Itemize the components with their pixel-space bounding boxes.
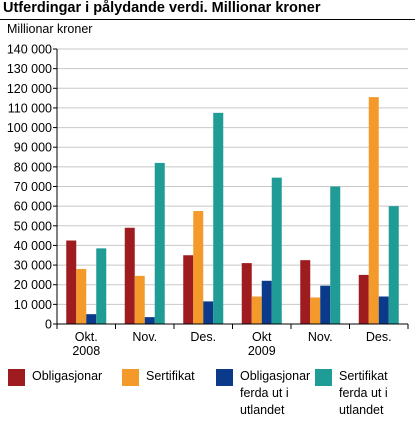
bar-chart: 0 10 000 20 000 30 000 40 000 50 000 60 000 70 … — [7, 43, 409, 358]
bar — [144, 317, 155, 324]
y-tick-label: 80 000 — [14, 160, 52, 174]
y-tick-label: 50 000 — [14, 219, 52, 233]
y-tick-label: 40 000 — [14, 239, 52, 253]
legend-label-line: utlandet — [240, 403, 285, 417]
bar — [378, 296, 389, 324]
x-tick-label: Okt. — [75, 330, 98, 344]
bar — [203, 301, 214, 324]
bar — [251, 296, 262, 324]
legend-swatch — [122, 369, 139, 386]
bar — [124, 227, 135, 324]
bar — [154, 162, 165, 324]
y-tick-label: 140 000 — [7, 43, 52, 57]
y-tick-label: 60 000 — [14, 200, 52, 214]
legend-swatch — [315, 369, 332, 386]
bar — [86, 314, 97, 324]
legend-label-line: Sertifikat — [146, 369, 195, 383]
x-tick-label: Des. — [366, 330, 392, 344]
y-tick-label: 20 000 — [14, 278, 52, 292]
x-tick-label: Nov. — [132, 330, 157, 344]
title-divider — [0, 19, 415, 20]
y-tick-label: 30 000 — [14, 259, 52, 273]
y-tick-label: 100 000 — [7, 121, 52, 135]
x-tick-label: Nov. — [308, 330, 333, 344]
legend-label-line: utlandet — [339, 403, 384, 417]
legend-label: Obligasjonar — [32, 368, 102, 385]
bar — [241, 263, 252, 324]
y-tick-label: 130 000 — [7, 62, 52, 76]
bar — [330, 186, 341, 324]
bar — [368, 97, 379, 324]
legend-label: Sertifikat — [146, 368, 195, 385]
chart-title: Utferdingar i pålydande verdi. Millionar… — [3, 0, 321, 16]
bar — [388, 206, 399, 324]
bar — [300, 260, 311, 324]
bar — [261, 280, 272, 324]
y-tick-label: 0 — [45, 318, 52, 332]
legend-swatch — [216, 369, 233, 386]
bar — [310, 297, 321, 324]
bar — [66, 240, 77, 324]
bar — [134, 275, 145, 324]
y-tick-label: 120 000 — [7, 82, 52, 96]
bar — [193, 211, 204, 324]
y-tick-label: 110 000 — [8, 101, 52, 115]
y-axis-label: Millionar kroner — [7, 22, 93, 36]
bar — [96, 248, 107, 324]
x-tick-label: 2009 — [248, 344, 276, 358]
bar — [320, 285, 331, 324]
x-tick-label: Okt — [252, 330, 272, 344]
bar — [358, 274, 369, 324]
y-tick-label: 70 000 — [14, 180, 52, 194]
legend-swatch — [8, 369, 25, 386]
legend-label-line: Obligasjonar — [240, 369, 311, 383]
legend-label-line: Obligasjonar — [32, 369, 103, 383]
legend-label-line: ferda ut i — [240, 386, 289, 400]
legend-label: Sertifikat ferda ut i utlandet — [339, 368, 388, 419]
legend-label: Obligasjonar ferda ut i utlandet — [240, 368, 310, 419]
x-tick-label: Des. — [190, 330, 216, 344]
bar — [271, 177, 282, 324]
bar — [213, 112, 224, 324]
x-tick-label: 2008 — [72, 344, 100, 358]
bar — [76, 269, 87, 324]
y-tick-label: 90 000 — [14, 141, 52, 155]
bar — [183, 255, 194, 324]
legend-label-line: ferda ut i — [339, 386, 388, 400]
legend-label-line: Sertifikat — [339, 369, 388, 383]
y-tick-label: 10 000 — [14, 298, 52, 312]
